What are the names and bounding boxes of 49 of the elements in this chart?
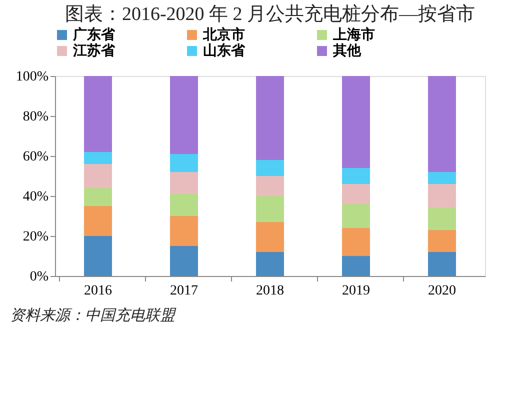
legend-label: 上海市 (332, 26, 375, 43)
bar (84, 76, 112, 152)
bar (342, 168, 370, 184)
bar (342, 76, 370, 168)
y-tick-label: 60% (22, 150, 49, 164)
legend-label: 广东省 (72, 26, 116, 43)
y-tick-label: 100% (16, 70, 49, 84)
bar (84, 152, 112, 164)
bar (428, 172, 456, 184)
bar (170, 154, 198, 172)
bar (342, 204, 370, 228)
x-tick-label: 2016 (84, 284, 112, 298)
x-tick-label: 2017 (170, 284, 198, 298)
bar (256, 222, 284, 252)
text: 资料来源：中国充电联盟 (10, 307, 177, 324)
x-tick-label: 2018 (256, 284, 284, 298)
bar (428, 230, 456, 252)
bar (256, 176, 284, 196)
bar (84, 236, 112, 276)
bar (256, 252, 284, 276)
legend-label: 其他 (332, 43, 362, 59)
y-tick-label: 20% (22, 230, 49, 244)
bar (342, 256, 370, 276)
bar (170, 76, 198, 154)
y-tick-label: 80% (22, 110, 49, 124)
x-tick-label: 2020 (428, 284, 456, 298)
bar (342, 228, 370, 256)
x-tick-label: 2019 (342, 284, 370, 298)
bar (256, 160, 284, 176)
legend-label: 北京市 (202, 26, 245, 43)
bar (256, 196, 284, 222)
bar (84, 206, 112, 236)
bar (84, 164, 112, 188)
chart-title: 图表：2016-2020 年 2 月公共充电桩分布—按省市 (64, 3, 476, 25)
bar (428, 76, 456, 172)
bar (170, 246, 198, 276)
bar (170, 172, 198, 194)
bar (342, 184, 370, 204)
y-tick-label: 40% (22, 190, 49, 204)
legend-label: 江苏省 (72, 43, 116, 59)
legend-label: 山东省 (203, 42, 246, 59)
bar (170, 216, 198, 246)
bar (428, 184, 456, 208)
bar (84, 188, 112, 206)
y-tick-label: 0% (30, 270, 49, 284)
bar (428, 252, 456, 276)
bar (428, 208, 456, 230)
bar (170, 194, 198, 216)
bar (256, 76, 284, 160)
